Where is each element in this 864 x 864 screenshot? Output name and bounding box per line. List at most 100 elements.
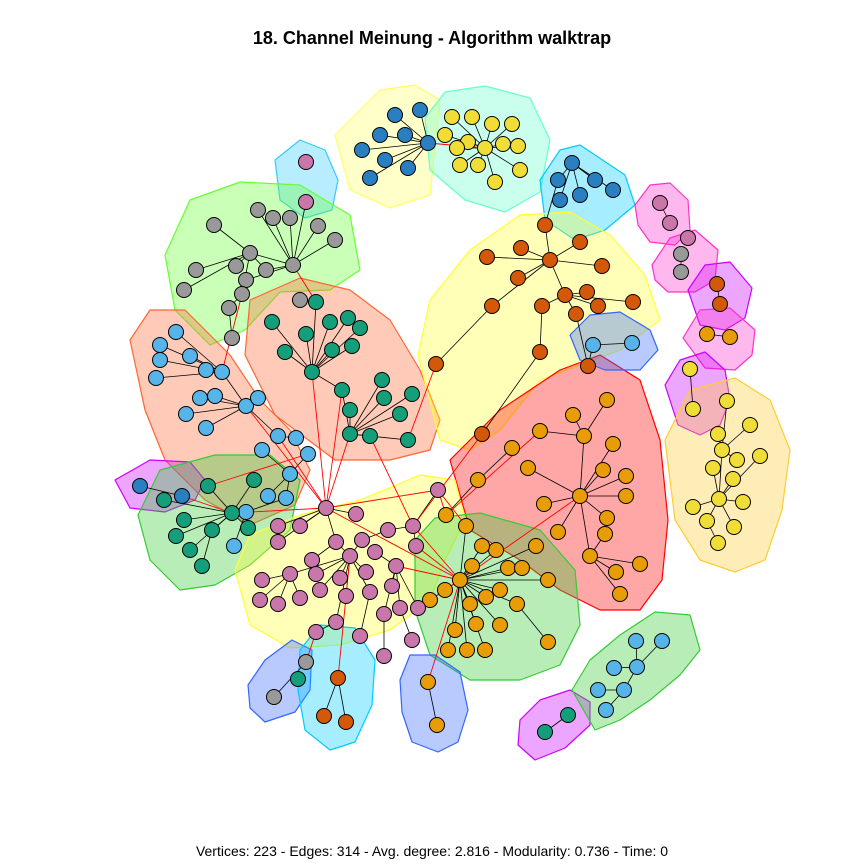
edge-137 (447, 579, 461, 651)
community-hull-20 (634, 182, 691, 246)
vertex (742, 417, 758, 433)
vertex (258, 262, 274, 278)
vertex (264, 314, 280, 330)
vertex (495, 136, 511, 152)
vertex (322, 314, 338, 330)
cross-community-edge-4 (311, 371, 327, 509)
vertex (392, 600, 408, 616)
edge-86 (486, 256, 551, 261)
vertex (300, 446, 316, 462)
cross-community-edge-6 (245, 405, 327, 509)
vertex (528, 538, 544, 554)
vertex (376, 648, 392, 664)
vertex (338, 714, 354, 730)
vertex (228, 258, 244, 274)
vertex (594, 258, 610, 274)
vertex (735, 494, 751, 510)
vertex (270, 596, 286, 612)
vertex (452, 572, 468, 588)
vertex (699, 326, 715, 342)
vertex (380, 522, 396, 538)
edge-98 (481, 351, 541, 435)
graph-vertices (132, 102, 768, 740)
vertex (270, 518, 286, 534)
vertex (719, 393, 735, 409)
vertex (662, 215, 678, 231)
vertex (729, 452, 745, 468)
edge-116 (589, 555, 641, 565)
vertex (330, 670, 346, 686)
vertex (514, 560, 530, 576)
vertex (597, 526, 613, 542)
vertex (282, 566, 298, 582)
vertex (428, 356, 444, 372)
vertex (308, 624, 324, 640)
vertex (298, 326, 314, 342)
vertex (705, 460, 721, 476)
vertex (580, 358, 596, 374)
vertex (565, 407, 581, 423)
vertex (224, 505, 240, 521)
vertex (254, 572, 270, 588)
vertex (377, 152, 393, 168)
edge-57 (349, 397, 385, 435)
vertex (192, 390, 208, 406)
edge-87 (549, 259, 603, 267)
vertex (238, 272, 254, 288)
vertex (282, 466, 298, 482)
edge-178 (183, 512, 233, 521)
vertex (618, 468, 634, 484)
vertex (168, 528, 184, 544)
vertex (374, 372, 390, 388)
cross-community-edge-23 (207, 453, 309, 487)
vertex (438, 507, 454, 523)
vertex (605, 436, 621, 452)
cross-community-edge-8 (325, 433, 351, 509)
vertex (318, 500, 334, 516)
edge-105 (579, 435, 585, 497)
edge-118 (589, 555, 621, 595)
vertex (334, 382, 350, 398)
vertex (397, 127, 413, 143)
vertex (392, 406, 408, 422)
vertex (500, 560, 516, 576)
edge-29 (272, 217, 294, 266)
vertex (298, 154, 314, 170)
vertex (464, 558, 480, 574)
vertex (606, 660, 622, 676)
edge-8 (369, 142, 429, 179)
vertex (246, 472, 262, 488)
vertex (260, 488, 276, 504)
vertex (624, 335, 640, 351)
vertex (372, 127, 388, 143)
vertex (680, 230, 696, 246)
vertex (324, 342, 340, 358)
vertex (477, 642, 493, 658)
vertex (568, 306, 584, 322)
graph-statistics-caption: Vertices: 223 - Edges: 314 - Avg. degree… (195, 843, 669, 859)
cross-community-edge-12 (325, 489, 439, 509)
vertex (474, 538, 490, 554)
vertex (685, 499, 701, 515)
vertex (292, 292, 308, 308)
vertex (618, 488, 634, 504)
vertex (292, 590, 308, 606)
vertex (462, 596, 478, 612)
vertex (400, 432, 416, 448)
vertex (362, 584, 378, 600)
vertex (405, 518, 421, 534)
vertex (226, 538, 242, 554)
vertex (542, 252, 558, 268)
vertex (400, 160, 416, 176)
edge-58 (349, 393, 413, 435)
vertex (598, 702, 614, 718)
vertex (590, 682, 606, 698)
vertex (560, 707, 576, 723)
vertex (492, 617, 508, 633)
edge-157 (289, 555, 351, 575)
vertex (477, 140, 493, 156)
edge-48 (311, 321, 331, 373)
vertex (532, 423, 548, 439)
vertex (404, 386, 420, 402)
vertex (437, 127, 453, 143)
